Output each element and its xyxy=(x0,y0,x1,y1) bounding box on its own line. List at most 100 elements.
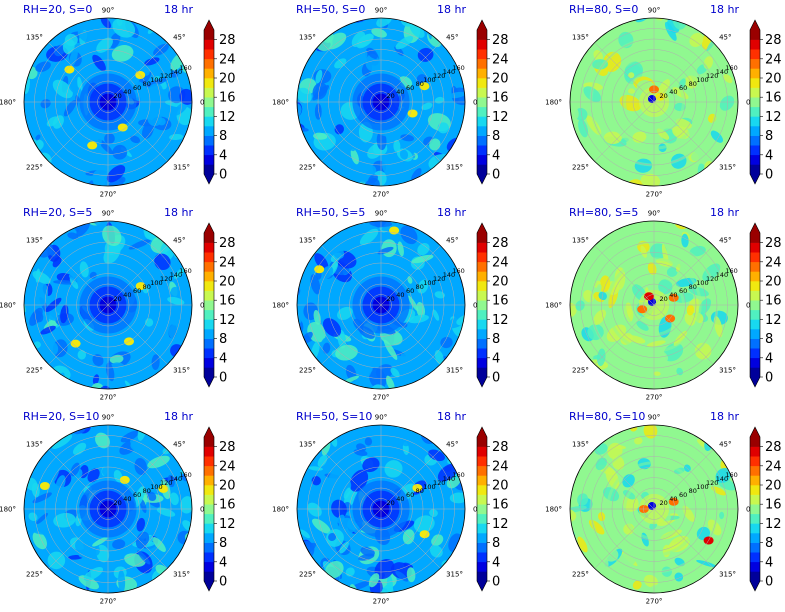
angular-gridline xyxy=(321,304,382,365)
contour-blob xyxy=(154,253,171,271)
contour-blob xyxy=(456,312,465,326)
angle-label: 90° xyxy=(102,210,114,218)
angle-label: 135° xyxy=(26,33,43,41)
angular-gridline xyxy=(594,508,655,569)
radial-tick-label: 80 xyxy=(416,283,424,291)
colorbar-segment xyxy=(750,367,760,378)
contour-blob xyxy=(313,310,321,325)
contour-blob xyxy=(100,18,112,29)
colorbar-segment xyxy=(750,309,760,320)
contour-blob xyxy=(79,261,89,278)
colorbar-segment xyxy=(750,338,760,349)
colorbar-segment xyxy=(204,116,214,127)
contour-blob xyxy=(359,228,379,246)
contour-blob xyxy=(96,37,113,53)
colorbar-segment xyxy=(750,561,760,572)
colorbar-tick-label: 20 xyxy=(492,275,509,290)
colorbar-segment xyxy=(750,106,760,117)
contour-blob xyxy=(35,134,41,141)
contour-blob xyxy=(174,266,186,279)
radial-tick-label: 160 xyxy=(725,64,737,72)
contour-blob xyxy=(32,310,44,323)
angle-label: 315° xyxy=(446,164,463,172)
angle-label: 90° xyxy=(648,414,660,422)
contour-blob xyxy=(667,469,678,487)
colorbar-segment xyxy=(477,437,487,447)
colorbar-extend-min xyxy=(750,581,760,591)
radial-tick-label: 160 xyxy=(179,267,191,275)
colorbar: 0 4 8 12 16 20 24 28 xyxy=(476,426,509,592)
contour-blob xyxy=(111,45,134,62)
contour-blob xyxy=(139,498,147,514)
angle-label: 45° xyxy=(446,236,458,244)
angle-label: 225° xyxy=(572,164,589,172)
angle-label: 45° xyxy=(173,440,185,448)
contour-blob xyxy=(334,124,344,135)
contour-blob xyxy=(696,559,718,568)
colorbar-segment xyxy=(750,523,760,534)
colorbar-extend-max xyxy=(750,20,760,30)
angle-label: 270° xyxy=(373,394,390,402)
panel-title: RH=80, S=5 xyxy=(569,206,638,219)
colorbar-segment xyxy=(204,271,214,282)
panel-title: RH=20, S=10 xyxy=(23,410,99,423)
contour-blob xyxy=(622,474,635,488)
colorbar-tick-label: 20 xyxy=(219,275,236,290)
colorbar-segment xyxy=(750,465,760,476)
colorbar: 0 4 8 12 16 20 24 28 xyxy=(203,19,236,185)
colorbar-segment xyxy=(750,494,760,505)
contour-blob xyxy=(92,169,111,186)
colorbar-segment xyxy=(204,456,214,467)
contour-blob xyxy=(632,580,642,590)
contour-blob xyxy=(109,354,124,364)
contour-blob xyxy=(694,342,712,360)
contour-blob xyxy=(317,454,328,467)
angular-gridline xyxy=(594,449,655,510)
colorbar-segment xyxy=(204,126,214,136)
contour-blob xyxy=(596,284,602,292)
colorbar-segment xyxy=(204,68,214,79)
colorbar-segment xyxy=(750,49,760,60)
panel-title: RH=50, S=5 xyxy=(296,206,365,219)
colorbar-segment xyxy=(750,164,760,175)
contour-blob xyxy=(144,57,160,66)
colorbar-tick-label: 4 xyxy=(765,148,773,163)
contour-blob xyxy=(621,550,636,566)
colorbar-tick-label: 12 xyxy=(219,313,236,328)
contour-blob xyxy=(376,131,387,151)
contour-blob xyxy=(599,275,611,293)
radial-tick-label: 60 xyxy=(133,84,141,92)
contour-blob xyxy=(84,341,99,356)
colorbar-tick-label: 24 xyxy=(492,459,509,474)
contour-blob xyxy=(321,266,334,279)
angle-label: 45° xyxy=(173,33,185,41)
contour-blob xyxy=(409,23,425,38)
panel-time-label: 18 hr xyxy=(164,410,193,423)
contour-blob xyxy=(397,241,404,257)
colorbar-segment xyxy=(750,329,760,339)
contour-blob xyxy=(366,165,377,177)
radial-tick-label: 160 xyxy=(179,471,191,479)
contour-blob xyxy=(437,122,449,134)
contour-blob xyxy=(63,100,77,117)
colorbar-segment xyxy=(750,97,760,108)
colorbar-extend-min xyxy=(477,174,487,184)
colorbar-segment xyxy=(750,145,760,156)
radial-tick-label: 160 xyxy=(452,267,464,275)
colorbar-extend-max xyxy=(750,223,760,233)
colorbar-tick-label: 20 xyxy=(765,72,782,87)
radial-tick-label: 140 xyxy=(443,271,455,279)
contour-blob xyxy=(92,374,100,385)
colorbar-segment xyxy=(477,523,487,534)
colorbar-segment xyxy=(477,145,487,156)
contour-blob xyxy=(410,168,422,183)
contour-blob xyxy=(715,467,732,483)
contour-blob xyxy=(135,531,150,549)
warm-spot xyxy=(655,92,666,101)
contour-blob xyxy=(652,349,669,363)
colorbar-tick-label: 12 xyxy=(492,110,509,125)
angle-label: 180° xyxy=(545,99,562,107)
colorbar-tick-label: 0 xyxy=(219,371,227,386)
